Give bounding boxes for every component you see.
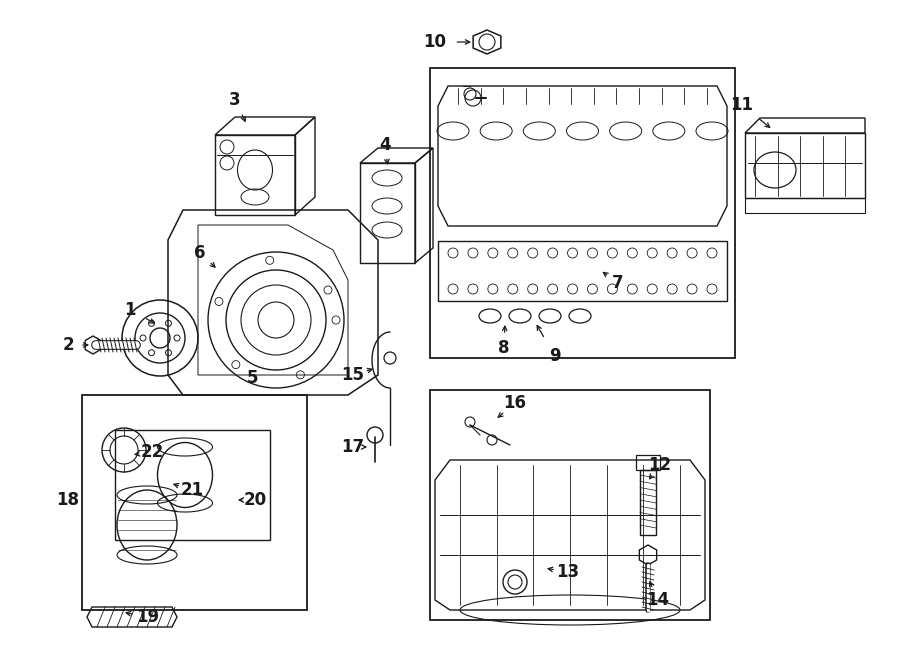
Text: 1: 1 [124,301,136,319]
Bar [430,390,710,620]
Text: 8: 8 [499,339,509,357]
Text: 18: 18 [57,491,79,509]
Text: 7: 7 [612,274,624,292]
Text: 6: 6 [194,244,206,262]
Bar [115,430,270,540]
Text: 22: 22 [140,443,164,461]
Text: 5: 5 [248,369,259,387]
Text: 13: 13 [556,563,580,581]
Text: 21: 21 [180,481,203,499]
Text: 4: 4 [379,136,391,154]
Text: 14: 14 [646,591,670,609]
Text: 10: 10 [424,33,446,51]
Bar [636,455,660,470]
Text: 17: 17 [341,438,365,456]
Bar [430,68,735,358]
Text: 16: 16 [503,394,526,412]
Text: 19: 19 [137,608,159,626]
Text: 9: 9 [549,347,561,365]
Text: 12: 12 [648,456,671,474]
Text: 20: 20 [243,491,266,509]
Text: 11: 11 [731,96,753,114]
Text: 2: 2 [62,336,74,354]
Text: 3: 3 [230,91,241,109]
Bar [82,395,307,610]
Text: 15: 15 [341,366,365,384]
